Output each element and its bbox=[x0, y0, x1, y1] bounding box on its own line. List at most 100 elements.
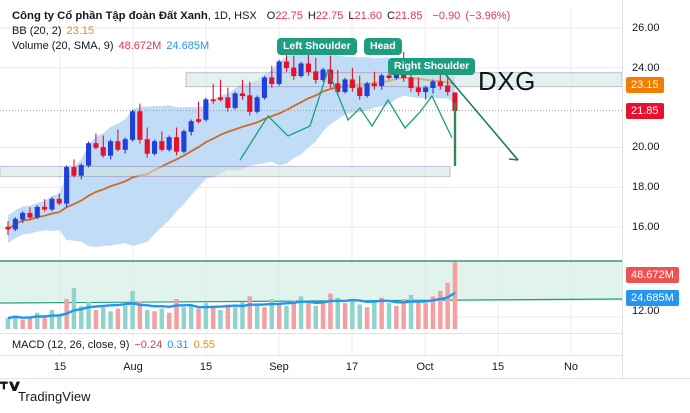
volume-chart-pane[interactable] bbox=[0, 255, 623, 333]
candle-body[interactable] bbox=[78, 165, 84, 176]
candle-body[interactable] bbox=[71, 167, 77, 176]
volume-bar[interactable] bbox=[13, 315, 18, 329]
volume-bar[interactable] bbox=[445, 282, 450, 329]
candle-body[interactable] bbox=[247, 95, 253, 112]
volume-bar[interactable] bbox=[269, 299, 275, 329]
annotation-right-shoulder[interactable]: Right Shoulder bbox=[388, 58, 476, 75]
volume-bar[interactable] bbox=[247, 296, 253, 329]
candle-body[interactable] bbox=[27, 212, 33, 218]
candle-body[interactable] bbox=[379, 75, 385, 86]
candle-body[interactable] bbox=[166, 137, 172, 150]
volume-bar[interactable] bbox=[372, 301, 377, 329]
candle-body[interactable] bbox=[415, 87, 421, 92]
candle-body[interactable] bbox=[108, 141, 114, 156]
volume-bar[interactable] bbox=[225, 304, 231, 330]
volume-bar[interactable] bbox=[42, 316, 47, 329]
candle-body[interactable] bbox=[144, 139, 150, 154]
candle-body[interactable] bbox=[430, 81, 436, 88]
volume-bar[interactable] bbox=[130, 290, 135, 329]
volume-bar[interactable] bbox=[335, 297, 341, 329]
candle-body[interactable] bbox=[152, 141, 158, 154]
volume-bar[interactable] bbox=[430, 296, 436, 329]
candle-body[interactable] bbox=[12, 218, 18, 230]
price-axis[interactable]: 26.00 24.00 20.00 18.00 16.00 12.00 23.15 21.85… bbox=[622, 0, 690, 413]
candle-body[interactable] bbox=[254, 97, 260, 112]
annotation-head[interactable]: Head bbox=[364, 38, 402, 55]
candle-body[interactable] bbox=[261, 77, 268, 98]
candle-body[interactable] bbox=[210, 99, 216, 102]
candle-body[interactable] bbox=[137, 111, 143, 140]
price-chart-pane[interactable] bbox=[0, 8, 623, 255]
volume-bar[interactable] bbox=[137, 301, 143, 329]
volume-bar[interactable] bbox=[101, 307, 106, 329]
candle-body[interactable] bbox=[408, 77, 414, 88]
candle-body[interactable] bbox=[20, 212, 26, 220]
candle-body[interactable] bbox=[371, 83, 377, 86]
candle-body[interactable] bbox=[313, 71, 319, 81]
macd-chart-pane[interactable] bbox=[0, 333, 622, 355]
volume-bar[interactable] bbox=[108, 311, 113, 329]
candle-body[interactable] bbox=[159, 141, 165, 150]
candle-body[interactable] bbox=[357, 87, 363, 96]
time-axis[interactable]: 15 Aug 15 Sep 17 Oct 15 No bbox=[0, 355, 622, 378]
candle-body[interactable] bbox=[320, 69, 326, 81]
projection-arrow-line[interactable] bbox=[439, 67, 519, 161]
bb-price-badge[interactable]: 23.15 bbox=[626, 76, 664, 93]
volume-bar[interactable] bbox=[218, 310, 223, 329]
annotation-left-shoulder[interactable]: Left Shoulder bbox=[277, 38, 357, 55]
candle-body[interactable] bbox=[349, 79, 355, 88]
volume-bar[interactable] bbox=[320, 301, 326, 329]
volume-bar[interactable] bbox=[313, 305, 319, 329]
volume-bar[interactable] bbox=[115, 308, 121, 329]
candle-body[interactable] bbox=[225, 97, 231, 108]
support-zone-rect[interactable] bbox=[0, 165, 451, 177]
volume-value-badge[interactable]: 48.672M bbox=[626, 267, 679, 283]
volume-bar[interactable] bbox=[203, 303, 209, 329]
volume-sma-badge[interactable]: 24.685M bbox=[626, 290, 679, 306]
legend-row-symbol[interactable]: Công ty Cổ phần Tập đoàn Đất Xanh, 1D, H… bbox=[12, 10, 511, 22]
candle-body[interactable] bbox=[86, 143, 92, 166]
candle-body[interactable] bbox=[239, 93, 245, 96]
candle-body[interactable] bbox=[42, 206, 48, 210]
candle-body[interactable] bbox=[100, 147, 106, 156]
volume-bar[interactable] bbox=[86, 301, 91, 329]
volume-bar[interactable] bbox=[79, 305, 84, 329]
candle-body[interactable] bbox=[342, 79, 348, 92]
volume-bar[interactable] bbox=[5, 318, 11, 329]
volume-bar[interactable] bbox=[394, 305, 399, 329]
legend-row-volume[interactable]: Volume (20, SMA, 9) 48.672M 24.685M bbox=[12, 39, 510, 54]
volume-bar[interactable] bbox=[71, 288, 77, 329]
volume-bar[interactable] bbox=[181, 307, 187, 329]
volume-bar[interactable] bbox=[328, 293, 333, 329]
volume-zone-band[interactable] bbox=[0, 261, 622, 301]
candle-body[interactable] bbox=[423, 87, 429, 92]
volume-bar[interactable] bbox=[416, 300, 421, 329]
volume-bar[interactable] bbox=[49, 310, 55, 329]
candle-body[interactable] bbox=[174, 137, 180, 152]
candle-body[interactable] bbox=[93, 143, 99, 148]
candle-body[interactable] bbox=[188, 121, 194, 132]
candle-body[interactable] bbox=[34, 206, 40, 218]
volume-bar[interactable] bbox=[93, 310, 99, 329]
candle-body[interactable] bbox=[122, 139, 128, 150]
candle-body[interactable] bbox=[276, 61, 282, 84]
legend-row-macd[interactable]: MACD (12, 26, close, 9) −0.24 0.31 0.55 bbox=[12, 338, 215, 352]
candle-body[interactable] bbox=[203, 99, 209, 120]
volume-bar[interactable] bbox=[408, 295, 414, 329]
candle-body[interactable] bbox=[445, 85, 451, 92]
volume-bar[interactable] bbox=[306, 303, 311, 329]
volume-bar[interactable] bbox=[166, 312, 172, 329]
volume-bar[interactable] bbox=[342, 303, 348, 329]
candle-body[interactable] bbox=[130, 111, 136, 140]
volume-bar[interactable] bbox=[401, 299, 406, 329]
volume-bar[interactable] bbox=[35, 312, 40, 329]
volume-bar[interactable] bbox=[123, 305, 128, 329]
candle-body[interactable] bbox=[196, 119, 202, 122]
volume-bar[interactable] bbox=[350, 299, 355, 329]
volume-bar[interactable] bbox=[452, 262, 458, 329]
volume-bar[interactable] bbox=[232, 307, 238, 329]
volume-bar[interactable] bbox=[438, 290, 443, 329]
candle-body[interactable] bbox=[305, 63, 312, 73]
volume-bar[interactable] bbox=[357, 304, 363, 330]
candle-body[interactable] bbox=[5, 226, 11, 230]
